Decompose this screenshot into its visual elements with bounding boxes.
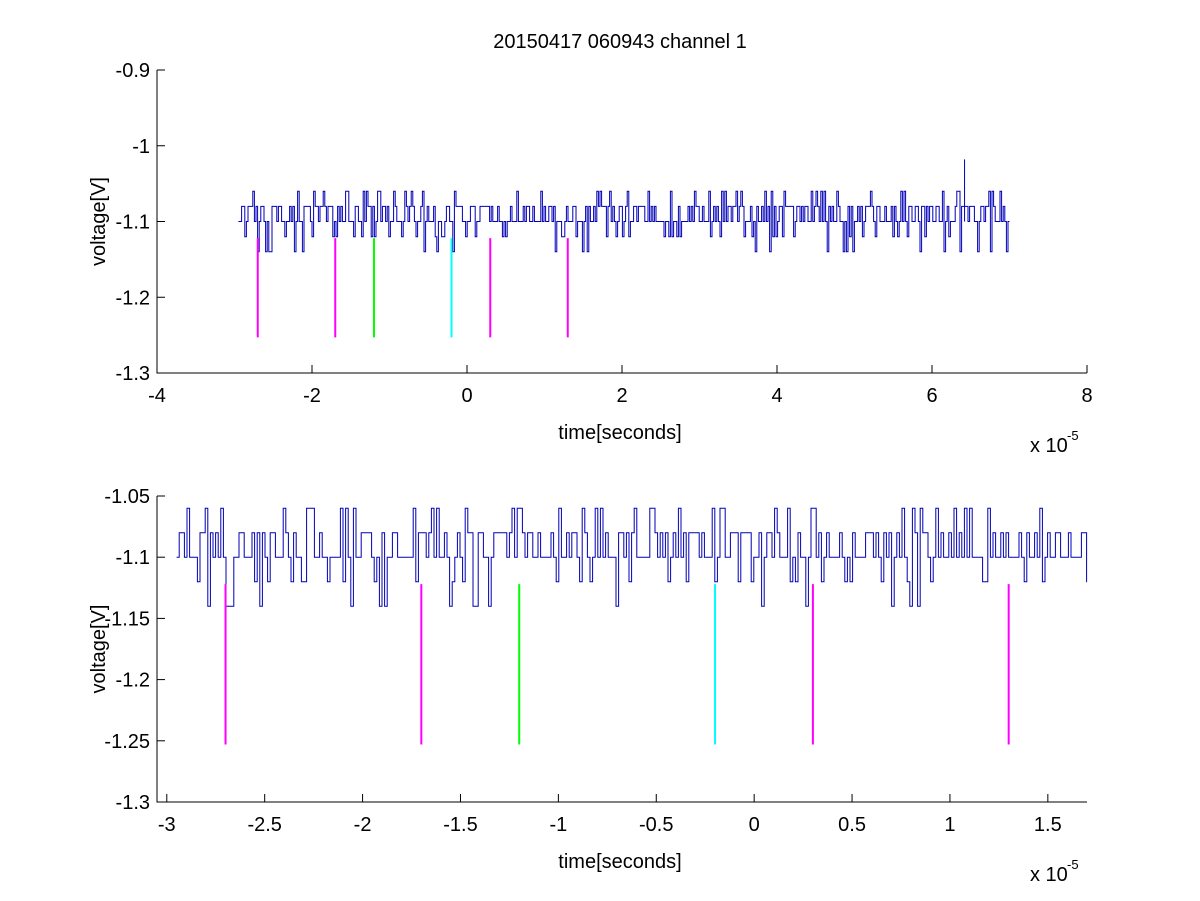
top-plot: -4 -2 0 2 4 6 8 -1.3 -1.2 -1.1 -1 -0.9 time[seconds]…	[88, 60, 1093, 457]
y-axis-label: voltage[V]	[88, 177, 110, 266]
x-tick-label: -2	[303, 385, 321, 407]
x-tick-label: 1.5	[1034, 814, 1062, 836]
x-exponent-label: x 10	[1030, 864, 1068, 886]
x-tick-label: 0.5	[838, 814, 866, 836]
x-axis-label: time[seconds]	[558, 422, 681, 444]
x-exponent-label: x 10	[1030, 435, 1068, 457]
y-tick-label: -1.2	[116, 287, 150, 309]
x-tick-label: -4	[148, 385, 166, 407]
y-tick-label: -1.15	[104, 608, 150, 630]
y-tick-label: -1.1	[116, 212, 150, 234]
x-tick-label: 2	[616, 385, 627, 407]
y-tick-label: -1.1	[116, 547, 150, 569]
x-exponent-value: -5	[1067, 857, 1079, 872]
x-tick-label: 0	[749, 814, 760, 836]
y-tick-label: -1.05	[104, 486, 150, 508]
x-tick-label: -0.5	[639, 814, 673, 836]
x-tick-label: 1	[944, 814, 955, 836]
voltage-series-line	[238, 190, 1010, 253]
y-tick-label: -1.25	[104, 731, 150, 753]
x-tick-label: 8	[1081, 385, 1092, 407]
y-tick-label: -1.3	[116, 792, 150, 814]
x-tick-label: -1.5	[443, 814, 477, 836]
y-tick-label: -1.2	[116, 670, 150, 692]
x-tick-label: -1	[549, 814, 567, 836]
x-tick-label: -2	[354, 814, 372, 836]
voltage-series-line	[176, 507, 1088, 607]
x-tick-label: 4	[771, 385, 782, 407]
figure-title: 20150417 060943 channel 1	[493, 31, 747, 53]
y-tick-label: -0.9	[116, 60, 150, 82]
x-tick-label: -3	[158, 814, 176, 836]
x-tick-label: -2.5	[247, 814, 281, 836]
y-axis-label: voltage[V]	[88, 605, 110, 694]
bottom-plot: -3 -2.5 -2 -1.5 -1 -0.5 0 0.5 1 1.5 -1.3 -1.25 -1.2 -…	[88, 486, 1088, 886]
x-exponent-value: -5	[1067, 428, 1079, 443]
y-tick-label: -1.3	[116, 363, 150, 385]
x-axis-label: time[seconds]	[558, 851, 681, 873]
x-tick-label: 0	[461, 385, 472, 407]
x-tick-label: 6	[926, 385, 937, 407]
y-tick-label: -1	[132, 136, 150, 158]
